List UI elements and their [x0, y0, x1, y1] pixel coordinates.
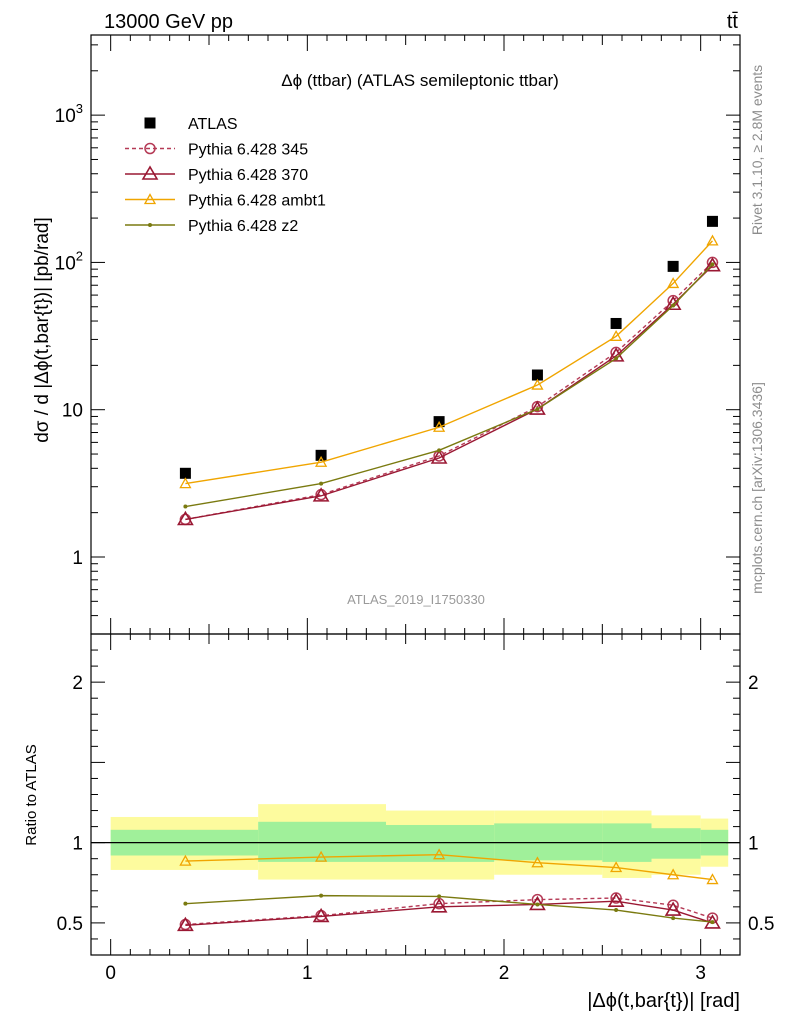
y-tick-label-ratio: 1 [72, 834, 83, 855]
main-point-pythia-6-428-370 [529, 400, 546, 415]
legend-label-pythia-6-428-345: Pythia 6.428 345 [188, 142, 308, 159]
main-point-atlas [531, 369, 543, 381]
ratio-series-line-pythia-6-428-370 [185, 900, 713, 927]
legend-marker-atlas [144, 117, 156, 129]
ratio-point-pythia-6-428-z2 [535, 902, 540, 907]
chart-title: Δϕ (ttbar) (ATLAS semileptonic ttbar) [281, 71, 559, 90]
watermark: ATLAS_2019_I1750330 [347, 592, 485, 607]
y-axis-label-main: dσ / d |Δϕ(t,bar{t})| [pb/rad] [32, 217, 53, 443]
x-tick-label: 2 [499, 963, 510, 984]
main-point-atlas [179, 467, 191, 479]
main-point-pythia-6-428-ambt1 [531, 378, 544, 390]
ratio-point-pythia-6-428-370 [529, 895, 546, 911]
main-point-atlas [315, 449, 327, 461]
ratio-point-pythia-6-428-ambt1 [667, 868, 680, 880]
main-series-line-pythia-6-428-345 [185, 261, 713, 521]
header-right: tt̄ [727, 11, 739, 33]
ratio-plot-frame [90, 633, 741, 956]
y-tick-label-ratio-right: 2 [748, 673, 759, 694]
chart-layer: 1 10 102 103 0.5 0.5 1 1 2 2 0 1 2 3 ATLAS Pythia 6.428… [55, 34, 774, 984]
y-tick-label-ratio-right: 0.5 [748, 914, 774, 935]
ratio-series-line-pythia-6-428-ambt1 [185, 853, 713, 881]
y-tick-label-ratio: 0.5 [57, 914, 83, 935]
main-point-atlas [610, 317, 622, 329]
main-point-pythia-6-428-ambt1 [667, 277, 680, 289]
main-point-pythia-6-428-ambt1 [179, 477, 192, 489]
legend-label-pythia-6-428-ambt1: Pythia 6.428 ambt1 [188, 193, 326, 210]
uncertainty-band-inner [494, 823, 603, 861]
ratio-point-pythia-6-428-ambt1 [531, 856, 544, 868]
y-axis-label-ratio: Ratio to ATLAS [23, 744, 40, 845]
legend-marker-pythia-6-428-ambt1 [143, 193, 157, 205]
ratio-series-line-pythia-6-428-345 [185, 897, 713, 926]
main-point-atlas [667, 260, 679, 272]
ratio-point-pythia-6-428-z2 [319, 893, 324, 898]
main-point-pythia-6-428-370 [704, 257, 721, 272]
main-point-pythia-6-428-370 [312, 487, 330, 502]
legend-label-pythia-6-428-370: Pythia 6.428 370 [188, 167, 308, 184]
y-tick-label-main: 10 [62, 401, 83, 422]
main-point-pythia-6-428-ambt1 [706, 234, 719, 246]
ratio-point-pythia-6-428-z2 [437, 894, 442, 899]
main-point-pythia-6-428-ambt1 [314, 455, 328, 467]
main-point-pythia-6-428-z2 [535, 407, 540, 412]
main-series-line-pythia-6-428-z2 [185, 263, 713, 508]
y-tick-label-main: 102 [55, 248, 83, 274]
y-tick-label-ratio: 2 [72, 673, 83, 694]
header-left: 13000 GeV pp [104, 11, 233, 33]
main-point-pythia-6-428-z2 [183, 504, 188, 509]
legend-marker-pythia-6-428-370 [141, 165, 159, 180]
y-tick-label-ratio-right: 1 [748, 834, 759, 855]
x-tick-label: 1 [302, 963, 313, 984]
ratio-point-pythia-6-428-ambt1 [609, 861, 623, 873]
legend-marker-pythia-6-428-z2 [148, 223, 152, 227]
main-point-pythia-6-428-370 [430, 449, 448, 464]
main-point-pythia-6-428-z2 [710, 262, 715, 267]
ratio-point-pythia-6-428-ambt1 [314, 850, 328, 862]
main-point-pythia-6-428-370 [177, 510, 194, 526]
ratio-point-pythia-6-428-370 [177, 916, 194, 932]
main-point-pythia-6-428-z2 [437, 448, 442, 453]
main-point-pythia-6-428-ambt1 [609, 329, 623, 341]
ratio-point-pythia-6-428-370 [430, 898, 448, 913]
main-point-pythia-6-428-z2 [614, 356, 619, 361]
main-series-line-pythia-6-428-370 [185, 265, 713, 521]
ratio-point-pythia-6-428-370 [607, 892, 625, 908]
main-point-atlas [706, 215, 718, 227]
ratio-point-pythia-6-428-ambt1 [706, 873, 719, 885]
y-tick-label-main: 1 [72, 548, 83, 569]
x-axis-label: |Δϕ(t,bar{t})| [rad] [587, 990, 740, 1012]
uncertainty-band-inner [258, 821, 386, 862]
x-tick-label: 3 [695, 963, 706, 984]
ratio-point-pythia-6-428-z2 [671, 916, 676, 921]
rivet-label: Rivet 3.1.10, ≥ 2.8M events [749, 65, 765, 235]
ratio-point-pythia-6-428-z2 [710, 920, 715, 925]
ratio-point-pythia-6-428-370 [664, 901, 682, 916]
x-tick-label: 0 [105, 963, 116, 984]
y-tick-label-main: 103 [55, 101, 83, 127]
main-point-pythia-6-428-z2 [319, 481, 324, 486]
ratio-point-pythia-6-428-z2 [183, 901, 188, 906]
legend-label-atlas: ATLAS [188, 116, 238, 133]
main-series-line-pythia-6-428-ambt1 [185, 240, 713, 485]
legend-marker-pythia-6-428-345 [144, 142, 156, 155]
ratio-point-pythia-6-428-ambt1 [179, 854, 192, 866]
uncertainty-band-inner [386, 824, 495, 862]
main-point-pythia-6-428-z2 [671, 303, 676, 308]
main-point-pythia-6-428-370 [664, 295, 682, 311]
ratio-point-pythia-6-428-z2 [614, 908, 619, 913]
ratio-point-pythia-6-428-370 [312, 907, 330, 923]
ratio-point-pythia-6-428-ambt1 [432, 848, 446, 860]
mcplots-label: mcplots.cern.ch [arXiv:1306.3436] [749, 382, 765, 594]
main-point-pythia-6-428-ambt1 [432, 420, 446, 432]
legend-label-pythia-6-428-z2: Pythia 6.428 z2 [188, 218, 298, 235]
uncertainty-band-inner [651, 828, 701, 859]
